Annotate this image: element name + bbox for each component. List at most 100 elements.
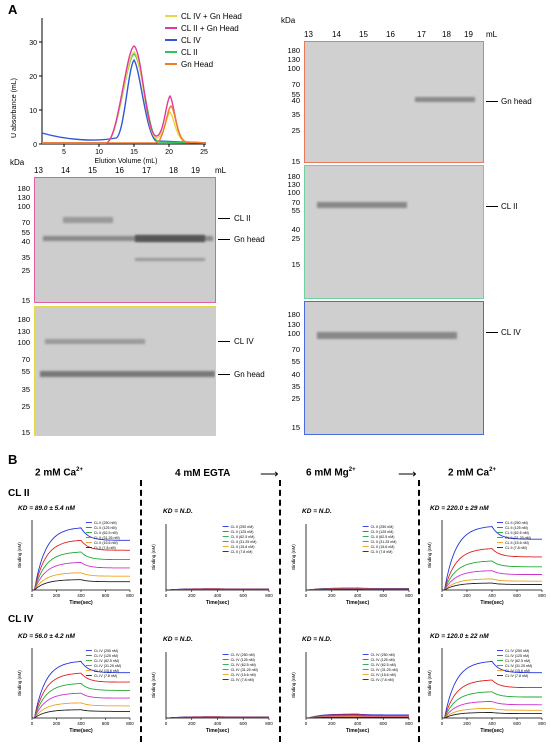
legend-entry: CL II (7.8 nM) — [505, 546, 527, 550]
divider-2 — [279, 480, 281, 742]
arrow-2: ⟶ — [398, 466, 417, 481]
legend-entry: CL II (7.8 nM) — [371, 550, 393, 554]
y-axis-label: Binding (nM) — [291, 672, 296, 698]
legend-entry: CL II (7.8 nM) — [231, 550, 253, 554]
left-kda: kDa — [10, 158, 25, 167]
sensorgram-5: 0 200 400 600 800 Time(sec) Binding (nM) CL IV … — [17, 648, 134, 734]
gel-right-3 — [304, 301, 484, 435]
y-axis-label: Binding (nM) — [151, 672, 156, 698]
series-curve — [442, 578, 542, 591]
x-axis-label: Time(sec) — [480, 728, 504, 734]
xtick-label: 400 — [214, 721, 222, 726]
legend-entry: CL IV (7.8 nM) — [371, 678, 394, 682]
legend-entry: CL IV (31.25 nM) — [231, 668, 258, 672]
sensorgram-6: 0 200 400 600 800 Time(sec) Binding (nM) CL IV … — [151, 652, 273, 734]
band-gn-head: Gn head — [234, 235, 265, 244]
gel-left-bottom — [34, 306, 216, 436]
legend-entry: CL IV (15.6 nM) — [231, 673, 256, 677]
legend-entry: CL II (31.25 nM) — [231, 540, 257, 544]
kd-cl2-3: KD = N.D. — [302, 508, 332, 515]
sensorgram-2: 0 200 400 600 800 Time(sec) Binding (nM) CL II … — [151, 524, 273, 606]
legend-entry: CL II (62.5 nM) — [505, 531, 529, 535]
legend-entry: CL IV (31.25 nM) — [505, 664, 532, 668]
xtick-label: 600 — [513, 593, 521, 598]
svg-text:10: 10 — [95, 149, 103, 156]
chromatogram: U absorbance (mL) 0 10 20 30 5 10 15 20 … — [6, 8, 212, 166]
x-axis-label: Time(sec) — [206, 600, 230, 606]
legend-entry: CL II (62.5 nM) — [231, 535, 255, 539]
xtick-label: 400 — [354, 721, 362, 726]
legend-entry: CL IV (7.8 nM) — [94, 674, 117, 678]
svg-text:25: 25 — [200, 149, 208, 156]
sensorgram-3: 0 200 400 600 800 Time(sec) Binding (nM) CL II … — [291, 524, 413, 606]
svg-text:10: 10 — [29, 108, 37, 115]
sensorgram-4: 0 200 400 600 800 Time(sec) Binding (nM) CL II … — [427, 520, 546, 606]
svg-text:20: 20 — [165, 149, 173, 156]
x-axis-label: Time(sec) — [480, 600, 504, 606]
legend-entry: CL II (250 nM) — [371, 525, 394, 529]
legend-entry: CL II (125 nM) — [505, 526, 528, 530]
sensorgram-1: 0 200 400 600 800 Time(sec) Binding (nM) CL II … — [17, 520, 134, 606]
legend-entry: CL II (15.6 nM) — [505, 541, 529, 545]
legend-entry: CL II (125 nM) — [231, 530, 254, 534]
chromatogram-xticks: 5 10 15 20 25 — [62, 144, 208, 156]
legend-entry: CL II (15.6 nM) — [231, 545, 255, 549]
series-curve — [306, 714, 409, 719]
series-curve — [32, 572, 130, 591]
sensorgram-8: 0 200 400 600 800 Time(sec) Binding (nM) CL IV … — [427, 648, 546, 734]
legend-entry: CL II (62.5 nM) — [371, 535, 395, 539]
legend-entry: CL IV (7.8 nM) — [231, 678, 254, 682]
xtick-label: 200 — [463, 593, 471, 598]
xtick-label: 0 — [441, 721, 444, 726]
xtick-label: 800 — [405, 593, 413, 598]
legend-item: Gn Head — [165, 58, 242, 70]
band-gn-head-2: Gn head — [234, 370, 265, 379]
legend-entry: CL IV (31.25 nM) — [94, 664, 121, 668]
svg-text:5: 5 — [62, 149, 66, 156]
legend-entry: CL IV (7.8 nM) — [505, 674, 528, 678]
xtick-label: 600 — [102, 721, 110, 726]
condition-4: 2 mM Ca2+ — [448, 467, 496, 479]
series-curve — [442, 660, 542, 719]
legend-entry: CL II (7.8 nM) — [94, 546, 116, 550]
series-curve — [32, 561, 130, 591]
panel-letter-a: A — [8, 2, 18, 17]
xtick-label: 200 — [463, 721, 471, 726]
divider-3 — [418, 480, 420, 742]
left-lane-numbers: 13 14 15 16 17 18 19 mL — [34, 166, 227, 175]
legend-entry: CL IV (62.5 nM) — [231, 663, 256, 667]
legend-entry: CL II (250 nM) — [231, 525, 254, 529]
xtick-label: 0 — [31, 593, 34, 598]
legend-entry: CL II (31.25 nM) — [505, 536, 531, 540]
legend-entry: CL II (31.25 nM) — [94, 536, 120, 540]
xtick-label: 600 — [239, 721, 247, 726]
legend-entry: CL IV (31.25 nM) — [371, 668, 398, 672]
legend-item: CL II — [165, 46, 242, 58]
series-curve — [442, 560, 542, 591]
chromatogram-ylabel: U absorbance (mL) — [11, 78, 18, 138]
band-right-cl4: CL IV — [501, 328, 521, 337]
series-curve — [32, 579, 130, 591]
legend-entry: CL IV (62.5 nM) — [94, 659, 119, 663]
panel-letter-b: B — [8, 452, 18, 467]
svg-text:20: 20 — [29, 74, 37, 81]
legend-entry: CL II (31.25 nM) — [371, 540, 397, 544]
gel-right-1 — [304, 41, 484, 163]
xtick-label: 600 — [239, 593, 247, 598]
xtick-label: 600 — [513, 721, 521, 726]
legend-entry: CL IV (250 nM) — [231, 653, 255, 657]
legend-entry: CL IV (250 nM) — [371, 653, 395, 657]
legend-item: CL IV + Gn Head — [165, 10, 242, 22]
legend-entry: CL IV (250 nM) — [94, 649, 118, 653]
kd-cl2-1: KD = 89.0 ± 5.4 nM — [18, 505, 75, 512]
series-curve — [32, 702, 130, 719]
band-cl4: CL IV — [234, 337, 254, 346]
xtick-label: 400 — [488, 593, 496, 598]
xtick-label: 200 — [328, 593, 336, 598]
trace-gn — [42, 105, 207, 144]
xtick-label: 200 — [188, 593, 196, 598]
x-axis-label: Time(sec) — [69, 600, 93, 606]
xtick-label: 800 — [126, 593, 134, 598]
series-curve — [32, 683, 130, 719]
legend-entry: CL IV (62.5 nM) — [505, 659, 530, 663]
